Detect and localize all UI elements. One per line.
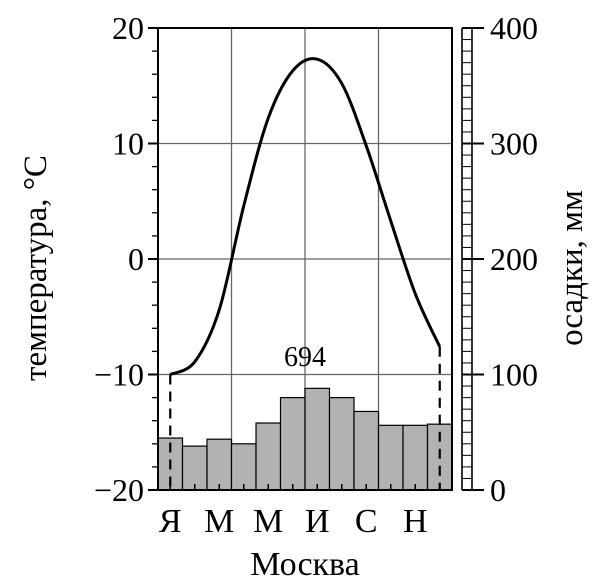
precipitation-bar bbox=[230, 443, 257, 491]
month-tick-label: И bbox=[305, 503, 330, 540]
precipitation-bar bbox=[279, 397, 306, 491]
month-tick-label: Н bbox=[403, 503, 428, 540]
precipitation-bar bbox=[255, 422, 282, 491]
precipitation-bar bbox=[402, 424, 429, 491]
right-tick-label: 100 bbox=[490, 357, 538, 393]
precipitation-bar bbox=[353, 410, 380, 491]
right-tick-label: 0 bbox=[490, 472, 506, 508]
precipitation-bar bbox=[328, 397, 355, 491]
right-axis: 400 300 200 100 0 bbox=[461, 10, 538, 508]
month-tick-label: С bbox=[355, 503, 378, 540]
month-tick-label: М bbox=[253, 503, 283, 540]
left-axis: 20 10 0 −10 −20 bbox=[94, 10, 158, 508]
left-tick-label: 0 bbox=[128, 241, 144, 277]
temperature-curve bbox=[169, 57, 442, 376]
right-tick-label: 200 bbox=[490, 241, 538, 277]
left-tick-label: 20 bbox=[112, 10, 144, 46]
left-tick-label: −10 bbox=[94, 357, 144, 393]
right-axis-title: осадки, мм bbox=[554, 190, 590, 346]
month-tick-label: Я bbox=[159, 503, 182, 540]
month-tick-label: М bbox=[204, 503, 234, 540]
chart-title: Москва bbox=[250, 546, 360, 583]
precipitation-bars bbox=[157, 387, 453, 491]
precipitation-bar bbox=[377, 424, 404, 491]
annual-total-label: 694 bbox=[284, 342, 326, 373]
precipitation-bar bbox=[181, 445, 208, 491]
right-tick-label: 300 bbox=[490, 126, 538, 162]
left-tick-label: 10 bbox=[112, 126, 144, 162]
right-tick-label: 400 bbox=[490, 10, 538, 46]
line-extension-dashes bbox=[169, 346, 441, 490]
left-axis-title: температура, °C bbox=[18, 155, 54, 381]
grid bbox=[158, 28, 452, 490]
precipitation-bar bbox=[206, 438, 233, 491]
precipitation-bar bbox=[304, 387, 331, 491]
left-tick-label: −20 bbox=[94, 472, 144, 508]
temperature-line bbox=[169, 57, 442, 376]
